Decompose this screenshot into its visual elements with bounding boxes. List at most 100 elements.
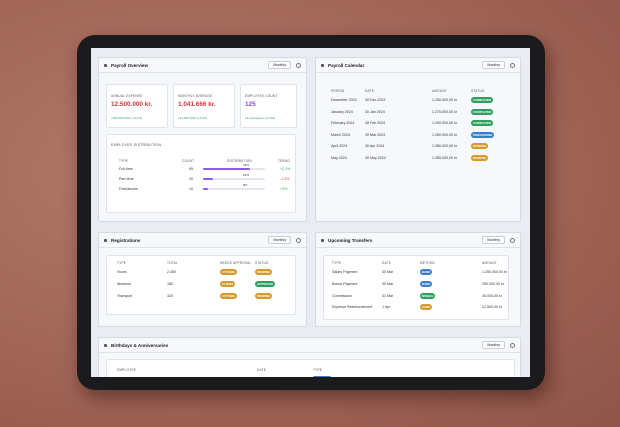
- stat-value: 12.500.000 kr.: [111, 101, 153, 108]
- status-badge: 8 ITEMS: [220, 281, 236, 287]
- stat-label: MONTHLY AVERAGE: [178, 94, 213, 98]
- table-cell: 30 Mar: [382, 281, 394, 286]
- panel-title: Upcoming Transfers: [328, 237, 373, 243]
- table-cell: 10: [189, 187, 193, 191]
- icon: [104, 63, 107, 67]
- stat-value: 1.041.666 kr.: [178, 101, 216, 108]
- table-cell: Commission: [332, 293, 352, 298]
- settings-button[interactable]: [296, 62, 301, 68]
- column-header: EMPLOYEE: [117, 368, 137, 372]
- column-header: AMOUNT: [432, 89, 448, 93]
- table-cell: Part-time: [119, 177, 134, 181]
- table-cell: Absence: [117, 282, 131, 286]
- column-header: PERIOD: [331, 89, 345, 93]
- table-cell: 31 Mar: [382, 293, 394, 298]
- table-cell: February 2024: [331, 121, 355, 125]
- table-cell: 1.250.000,00 kr: [432, 98, 457, 102]
- table-cell: Expense Reimbursement: [332, 305, 373, 310]
- panel-title: Registrations: [111, 237, 141, 243]
- stat-label: EMPLOYEE COUNT: [245, 94, 278, 98]
- column-header: TYPE: [313, 368, 323, 372]
- icon: [104, 343, 107, 347]
- table-cell: 320: [167, 294, 173, 298]
- table-cell: Bonus Payment: [332, 281, 358, 286]
- period-dropdown[interactable]: Monthly: [482, 61, 505, 69]
- table-cell: Hours: [117, 270, 127, 274]
- period-dropdown[interactable]: Monthly: [482, 236, 505, 244]
- panel-title: Birthdays & Anniversaries: [111, 342, 169, 348]
- status-badge: CARD: [420, 304, 433, 311]
- settings-button[interactable]: [510, 342, 515, 348]
- table-card: TYPE TOTAL NEEDS APPROVAL STATUS Hours 2,450 1…: [106, 255, 296, 315]
- period-dropdown[interactable]: Monthly: [268, 61, 291, 69]
- table-cell: 28 Feb 2024: [365, 121, 386, 125]
- section-title: EMPLOYEE DISTRIBUTION: [111, 143, 162, 147]
- icon: [321, 63, 324, 67]
- status-badge: COMPLETED: [471, 97, 494, 103]
- percent-label: 16%: [243, 173, 250, 177]
- period-dropdown[interactable]: Monthly: [268, 236, 291, 244]
- column-header: TOTAL: [167, 261, 178, 265]
- settings-button[interactable]: [510, 237, 515, 243]
- column-header: COUNT: [182, 159, 195, 163]
- distribution-card: EMPLOYEE DISTRIBUTION TYPE COUNT DISTRIBUTI…: [106, 134, 296, 213]
- column-header: TREND: [278, 159, 290, 163]
- table-cell: May 2024: [331, 155, 347, 160]
- column-header: TYPE: [119, 159, 129, 163]
- table-cell: 30 Jan 2024: [365, 109, 385, 114]
- table-cell: 30 Dec 2023: [365, 98, 386, 102]
- table-cell: 1.250.000,00 kr: [432, 121, 457, 125]
- distribution-bar: [203, 188, 208, 190]
- stat-change: +5 employees (+4.2%): [245, 116, 276, 120]
- distribution-bar: [203, 178, 213, 180]
- panel-title: Payroll Overview: [111, 62, 149, 68]
- status-badge: PENDING: [471, 143, 489, 149]
- stat-label: ANNUAL EXPENSE: [111, 94, 143, 98]
- distribution-bar: [203, 168, 251, 170]
- column-header: DATE: [382, 261, 392, 265]
- status-badge: COMPLETED: [471, 108, 494, 115]
- table-cell: January 2024: [331, 109, 353, 114]
- status-badge: PROCESSING: [471, 131, 495, 138]
- column-header: DATE: [257, 368, 267, 372]
- status-badge: BANK: [420, 269, 433, 275]
- status-badge: PENDING: [255, 269, 273, 275]
- column-header: NEEDS APPROVAL: [220, 261, 252, 265]
- panel: Payroll Overview Monthly ANNUAL EXPENSE 12.…: [98, 57, 307, 222]
- panel-header: Payroll Overview Monthly: [99, 58, 306, 73]
- column-header: STATUS: [255, 261, 269, 265]
- stat-value: 125: [245, 101, 256, 108]
- panel-header: Registrations Monthly: [99, 233, 306, 248]
- distribution-track: [203, 178, 265, 180]
- type-badge: [313, 376, 331, 377]
- panel-title: Payroll Calendar: [328, 62, 365, 68]
- status-badge: 15 ITEMS: [220, 269, 237, 275]
- table-cell: 30 Mar 2024: [365, 132, 386, 137]
- panel-header: Payroll Calendar Monthly: [316, 58, 520, 73]
- table-cell: 1.280.000,00 kr: [432, 132, 457, 137]
- stat-change: +41,666 DKK (+4.2%): [178, 116, 208, 120]
- column-header: TYPE: [332, 261, 342, 265]
- distribution-track: [203, 168, 265, 170]
- panel: Registrations Monthly TYPE TOTAL NEEDS APPRO…: [98, 232, 307, 327]
- settings-button[interactable]: [510, 62, 515, 68]
- table-cell: 1.280.000,00 kr: [432, 144, 457, 148]
- table-cell: April 2024: [331, 144, 348, 148]
- table-cell: 30 May 2024: [365, 155, 386, 160]
- status-badge: 12 ITEMS: [220, 293, 237, 299]
- table-cell: Transport: [117, 294, 133, 298]
- icon: [321, 238, 324, 242]
- dashboard: Payroll Overview Monthly ANNUAL EXPENSE 12.…: [91, 48, 530, 377]
- period-dropdown[interactable]: Monthly: [482, 341, 505, 349]
- table-cell: 250.000,00 kr: [482, 281, 504, 286]
- table-cell: Salary Payment: [332, 270, 358, 274]
- panel-header: Birthdays & Anniversaries Monthly: [99, 338, 520, 353]
- panel: Birthdays & Anniversaries Monthly EMPLOYEE…: [98, 337, 521, 377]
- stat-card: MONTHLY AVERAGE 1.041.666 kr. +41,666 DKK …: [173, 84, 235, 128]
- panel: Upcoming Transfers Monthly TYPE DATE METHOD A…: [315, 232, 521, 327]
- table-card: EMPLOYEE DATE TYPE: [106, 359, 515, 377]
- settings-button[interactable]: [296, 237, 301, 243]
- column-header: METHOD: [420, 261, 436, 265]
- distribution-track: [203, 188, 265, 190]
- column-header: AMOUNT: [482, 261, 498, 265]
